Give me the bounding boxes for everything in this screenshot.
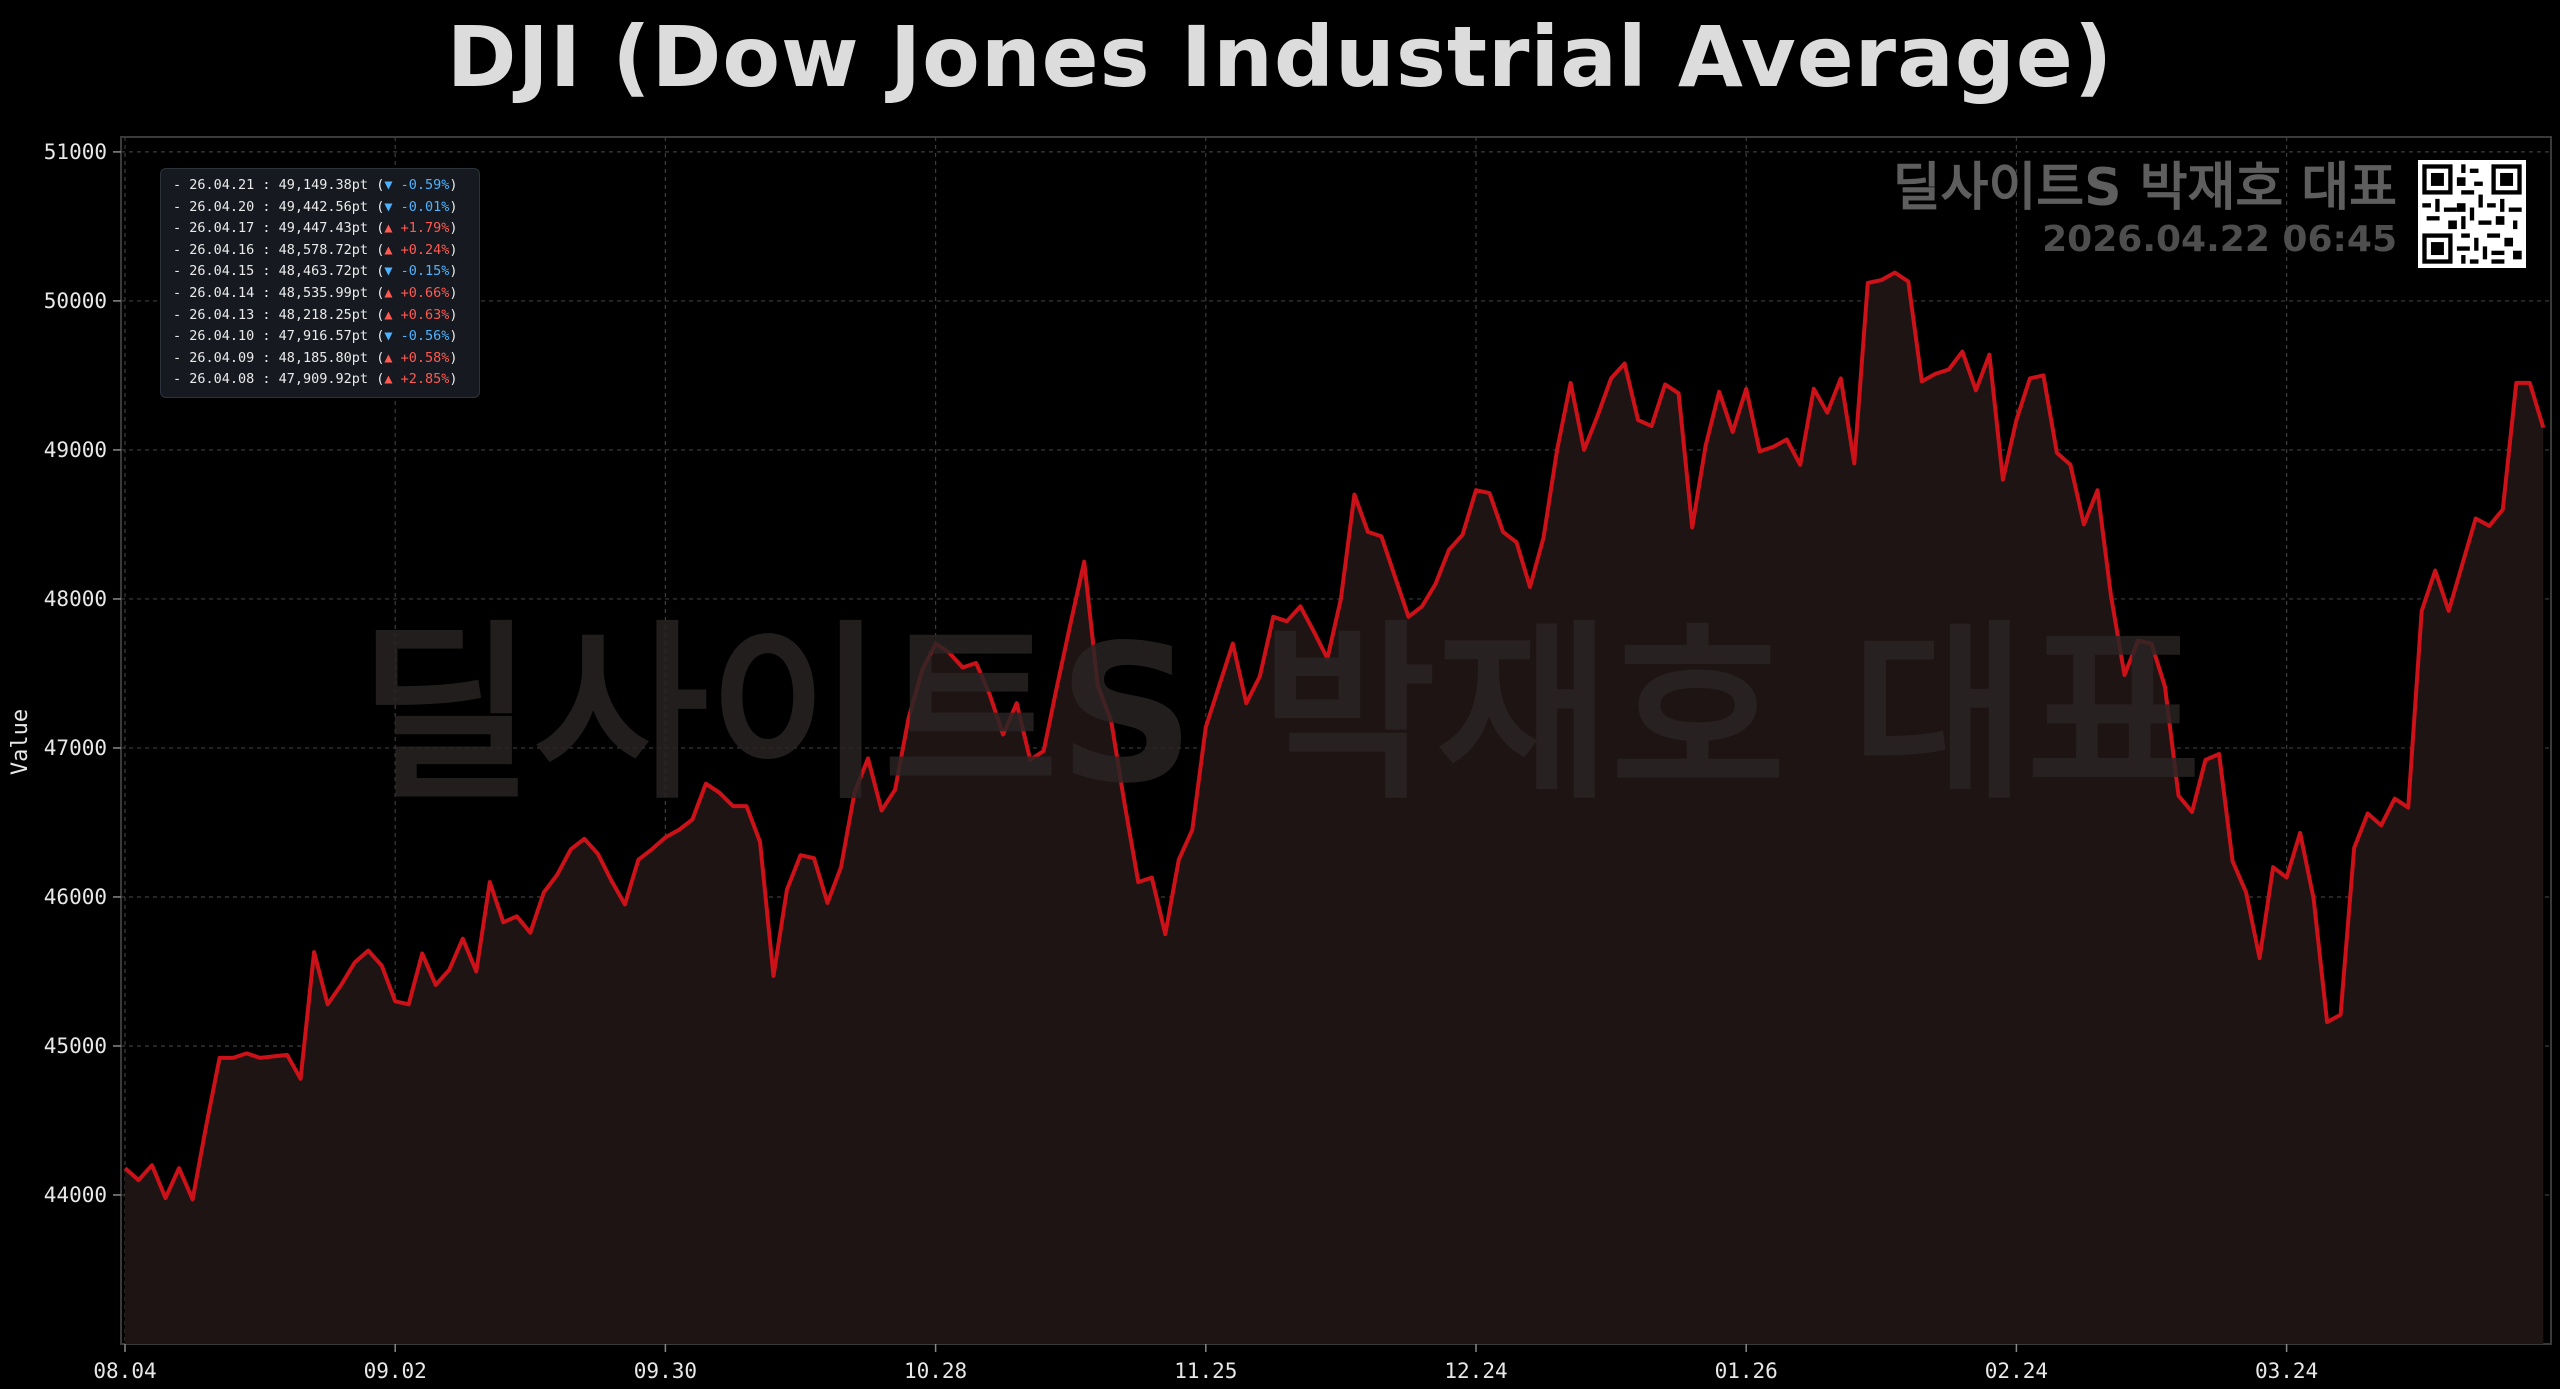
legend-entry-text: - 26.04.09 : 48,185.80pt ( bbox=[173, 349, 385, 366]
legend-entry-text: - 26.04.16 : 48,578.72pt ( bbox=[173, 241, 385, 258]
y-tick-label: 47000 bbox=[44, 736, 107, 760]
qr-code-icon bbox=[2418, 160, 2526, 268]
legend-entry-close: ) bbox=[449, 220, 458, 237]
legend-entry-change: ▼ -0.01% bbox=[384, 198, 450, 215]
legend-entry: - 26.04.15 : 48,463.72pt (▼ -0.15%) bbox=[173, 261, 469, 283]
y-tick-label: 48000 bbox=[44, 587, 107, 611]
x-tick-label: 10.28 bbox=[904, 1359, 967, 1383]
legend-entry-close: ) bbox=[449, 263, 458, 280]
legend-entry-close: ) bbox=[449, 371, 458, 388]
x-tick-label: 08.04 bbox=[93, 1359, 156, 1383]
legend-entry-close: ) bbox=[449, 241, 458, 258]
legend-entry-change: ▲ +0.66% bbox=[384, 284, 450, 301]
brand-block: 딜사이트S 박재호 대표 2026.04.22 06:45 bbox=[1893, 158, 2397, 262]
y-tick-label: 46000 bbox=[44, 885, 107, 909]
legend-entry: - 26.04.17 : 49,447.43pt (▲ +1.79%) bbox=[173, 218, 469, 240]
x-tick-label: 11.25 bbox=[1174, 1359, 1237, 1383]
legend-entry-change: ▲ +0.24% bbox=[384, 241, 450, 258]
legend-entry: - 26.04.14 : 48,535.99pt (▲ +0.66%) bbox=[173, 283, 469, 305]
legend-entry-close: ) bbox=[449, 349, 458, 366]
legend-entry: - 26.04.10 : 47,916.57pt (▼ -0.56%) bbox=[173, 326, 469, 348]
y-tick-label: 44000 bbox=[44, 1183, 107, 1207]
legend-entry-text: - 26.04.15 : 48,463.72pt ( bbox=[173, 263, 385, 280]
legend-entry: - 26.04.08 : 47,909.92pt (▲ +2.85%) bbox=[173, 369, 469, 391]
area-fill bbox=[125, 272, 2544, 1345]
legend-entry: - 26.04.20 : 49,442.56pt (▼ -0.01%) bbox=[173, 197, 469, 219]
legend-entry-change: ▼ -0.59% bbox=[384, 177, 450, 193]
legend-entry-close: ) bbox=[449, 177, 458, 193]
legend-entry: - 26.04.21 : 49,149.38pt (▼ -0.59%) bbox=[173, 175, 469, 197]
chart-title: DJI (Dow Jones Industrial Average) bbox=[446, 8, 2114, 106]
series-line bbox=[123, 270, 2546, 1202]
legend-entry-text: - 26.04.14 : 48,535.99pt ( bbox=[173, 284, 385, 301]
y-axis-title: Value bbox=[8, 709, 33, 775]
x-tick-label: 09.02 bbox=[364, 1359, 427, 1383]
y-tick-label: 45000 bbox=[44, 1034, 107, 1058]
y-tick-label: 49000 bbox=[44, 438, 107, 462]
x-tick-label: 12.24 bbox=[1444, 1359, 1507, 1383]
legend-entry-text: - 26.04.10 : 47,916.57pt ( bbox=[173, 328, 385, 345]
x-tick-label: 03.24 bbox=[2255, 1359, 2318, 1383]
x-tick-label: 09.30 bbox=[634, 1359, 697, 1383]
legend-entry-change: ▲ +1.79% bbox=[384, 220, 450, 237]
y-tick-label: 50000 bbox=[44, 289, 107, 313]
legend-entry-text: - 26.04.21 : 49,149.38pt ( bbox=[173, 177, 385, 193]
legend-box: - 26.04.21 : 49,149.38pt (▼ -0.59%) - 26.… bbox=[160, 168, 480, 398]
legend-entry-change: ▲ +0.63% bbox=[384, 306, 450, 323]
y-axis-ticks: 44000 45000 46000 47000 48000 49000 50000 51000 bbox=[44, 140, 121, 1207]
x-axis-ticks: 08.04 09.02 09.30 10.28 11.25 12.24 01.26 02.24… bbox=[93, 1344, 2318, 1383]
legend-entry-change: ▼ -0.56% bbox=[384, 328, 450, 345]
legend-entry: - 26.04.16 : 48,578.72pt (▲ +0.24%) bbox=[173, 240, 469, 262]
y-tick-label: 51000 bbox=[44, 140, 107, 164]
legend-entry-text: - 26.04.13 : 48,218.25pt ( bbox=[173, 306, 385, 323]
brand-name: 딜사이트S 박재호 대표 bbox=[1892, 158, 2397, 218]
legend-entry-change: ▼ -0.15% bbox=[384, 263, 450, 280]
legend-entry-text: - 26.04.20 : 49,442.56pt ( bbox=[173, 198, 385, 215]
legend-entry-change: ▲ +0.58% bbox=[384, 349, 450, 366]
legend-entry-close: ) bbox=[449, 328, 458, 345]
legend-entry-text: - 26.04.08 : 47,909.92pt ( bbox=[173, 371, 385, 388]
legend-entry-close: ) bbox=[449, 198, 458, 215]
brand-timestamp: 2026.04.22 06:45 bbox=[2042, 219, 2397, 260]
x-tick-label: 02.24 bbox=[1985, 1359, 2048, 1383]
legend-entry: - 26.04.09 : 48,185.80pt (▲ +0.58%) bbox=[173, 348, 469, 370]
x-tick-label: 01.26 bbox=[1715, 1359, 1778, 1383]
legend-entry-close: ) bbox=[449, 306, 458, 323]
legend-entry-close: ) bbox=[449, 284, 458, 301]
legend-entry-text: - 26.04.17 : 49,447.43pt ( bbox=[173, 220, 385, 237]
legend-entry-change: ▲ +2.85% bbox=[384, 371, 450, 388]
legend-entry: - 26.04.13 : 48,218.25pt (▲ +0.63%) bbox=[173, 305, 469, 327]
